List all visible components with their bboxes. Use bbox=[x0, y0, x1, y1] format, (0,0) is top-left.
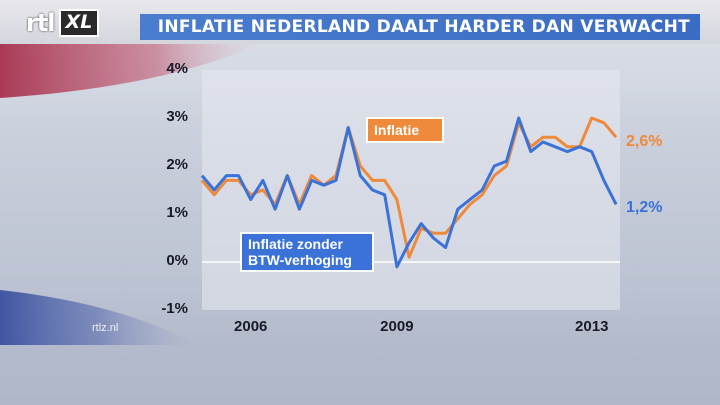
source-label: rtlz.nl bbox=[92, 322, 119, 334]
inflatie-zonder-btw-callout: Inflatie zonder BTW-verhoging bbox=[240, 232, 374, 272]
y-tick-label: 4% bbox=[166, 60, 188, 77]
x-tick-label: 2009 bbox=[380, 318, 414, 335]
zonder-btw-line bbox=[200, 116, 618, 269]
y-tick-label: 3% bbox=[166, 108, 188, 125]
y-tick-label: 0% bbox=[166, 252, 188, 269]
inflatie-end-label: 2,6% bbox=[626, 133, 663, 150]
logo-xl-text: XL bbox=[58, 9, 100, 37]
y-tick-label: 1% bbox=[166, 204, 188, 221]
y-tick-label: 2% bbox=[166, 156, 188, 173]
chart-title: INFLATIE NEDERLAND DAALT HARDER DAN VERW… bbox=[140, 14, 700, 40]
x-tick-label: 2013 bbox=[575, 318, 609, 335]
zonder-btw-end-label: 1,2% bbox=[626, 199, 663, 216]
logo-rtl-text: rtl bbox=[26, 9, 56, 37]
inflatie-callout: Inflatie bbox=[366, 117, 444, 143]
x-tick-label: 2006 bbox=[234, 318, 268, 335]
y-tick-label: -1% bbox=[161, 300, 188, 317]
rtl-xl-logo: rtl XL bbox=[26, 8, 100, 38]
